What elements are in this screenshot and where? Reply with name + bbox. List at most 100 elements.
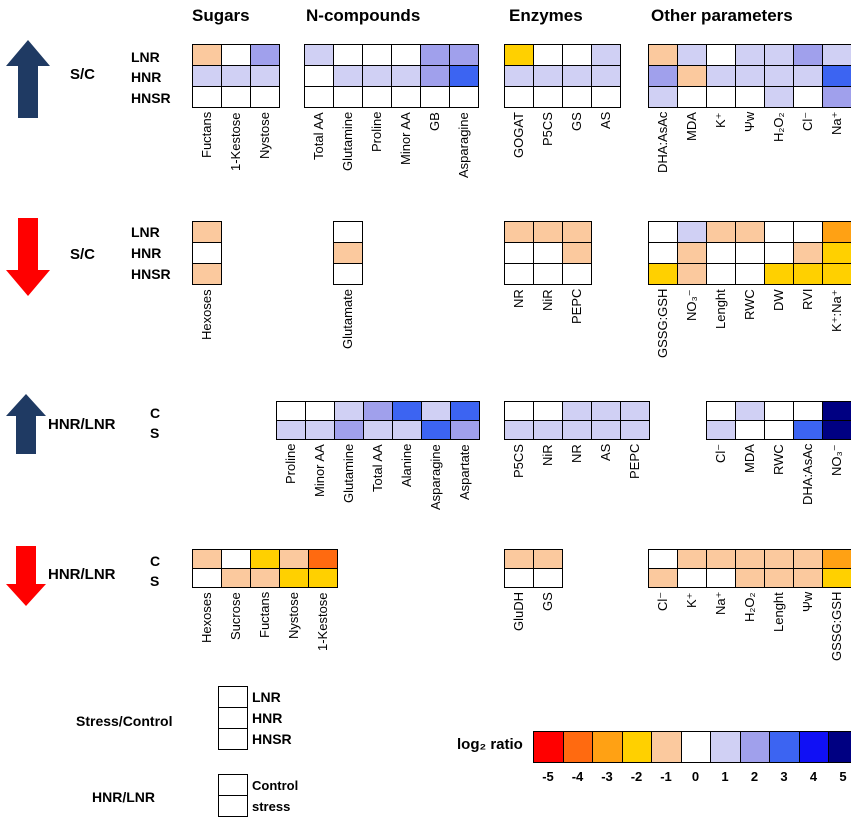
column-label: PEPC [627, 443, 642, 479]
heatmap-cell [591, 420, 621, 440]
heatmap-cell [822, 263, 851, 285]
legend-row-hnr: HNR [252, 710, 283, 726]
heatmap-cell [677, 86, 707, 108]
heatmap-cell [706, 65, 736, 87]
heatmap-cell [764, 242, 794, 264]
heatmap-cell [221, 44, 251, 66]
heatmap-cell [822, 568, 851, 588]
section-label-hnr-lnr: HNR/LNR [48, 566, 116, 583]
row-label-s: S [150, 425, 160, 441]
heatmap-cell [504, 65, 534, 87]
heatmap-cell [793, 549, 823, 569]
heatmap-cell [562, 65, 592, 87]
heatmap-cell [822, 65, 851, 87]
heatmap-cell [533, 568, 563, 588]
heatmap-cell [562, 86, 592, 108]
heatmap-cell [192, 242, 222, 264]
heatmap-cell [304, 44, 334, 66]
heatmap-cell [305, 420, 335, 440]
heatmap-cell [764, 420, 794, 440]
heatmap-cell [334, 420, 364, 440]
heatmap-cell [677, 65, 707, 87]
row-label-c: C [150, 553, 161, 569]
heatmap-cell [420, 44, 450, 66]
column-label: GOGAT [511, 112, 526, 158]
heatmap-cell [562, 420, 592, 440]
column-label: Na⁺ [713, 591, 728, 615]
heatmap-cell [304, 65, 334, 87]
heatmap-cell [620, 401, 650, 421]
column-label: Hexoses [199, 289, 214, 340]
heatmap-cell [391, 86, 421, 108]
column-label: Aspartate [457, 444, 472, 500]
column-label: NO₃⁻ [829, 444, 844, 476]
scale-tick-label: 5 [839, 769, 847, 784]
column-label: GluDH [511, 591, 526, 631]
heatmap-cell [793, 242, 823, 264]
heatmap-cell [362, 44, 392, 66]
heatmap-cell [192, 65, 222, 87]
heatmap-cell [735, 65, 765, 87]
column-label: K⁺ [713, 112, 728, 128]
heatmap-cell [677, 44, 707, 66]
heatmap-cell [221, 549, 251, 569]
legend-cell [218, 795, 248, 817]
heatmap-cell [793, 65, 823, 87]
heatmap-cell [793, 420, 823, 440]
scale-title: log₂ ratio [457, 736, 523, 753]
scale-swatch [710, 731, 741, 763]
column-label: Minor AA [398, 112, 413, 165]
column-label: RWC [742, 289, 757, 320]
column-label: MDA [742, 444, 757, 473]
heatmap-cell [793, 263, 823, 285]
heatmap-cell [706, 242, 736, 264]
heatmap-cell [449, 44, 479, 66]
heatmap-cell [276, 420, 306, 440]
heatmap-cell [735, 420, 765, 440]
column-label: 1-Kestose [315, 592, 330, 651]
scale-tick-label: -1 [660, 769, 672, 784]
column-label: Hexoses [199, 592, 214, 643]
heatmap-cell [793, 401, 823, 421]
heatmap-cell [362, 65, 392, 87]
heatmap-cell [562, 401, 592, 421]
heatmap-cell [333, 263, 363, 285]
legend-row-lnr: LNR [252, 689, 281, 705]
heatmap-cell [533, 86, 563, 108]
heatmap-cell [706, 549, 736, 569]
column-label: Glutamate [340, 289, 355, 349]
heatmap-cell [648, 86, 678, 108]
heatmap-cell [764, 86, 794, 108]
column-label: Lenght [771, 592, 786, 632]
heatmap-cell [706, 263, 736, 285]
heatmap-cell [192, 44, 222, 66]
scale-swatch [739, 731, 770, 763]
scale-tick-label: -4 [571, 769, 584, 784]
heatmap-cell [192, 221, 222, 243]
heatmap-cell [706, 44, 736, 66]
heatmap-cell [735, 549, 765, 569]
heatmap-cell [504, 568, 534, 588]
column-label: NO₃⁻ [684, 289, 699, 321]
heatmap-cell [764, 401, 794, 421]
column-label: P5CS [511, 444, 526, 478]
heatmap-cell [221, 86, 251, 108]
scale-swatch [592, 731, 623, 763]
heatmap-cell [648, 242, 678, 264]
heatmap-cell [392, 420, 422, 440]
column-label: NiR [540, 444, 555, 466]
column-label: Ψw [742, 111, 757, 132]
header-enzymes: Enzymes [509, 6, 583, 25]
scale-tick-label: -3 [601, 769, 613, 784]
column-label: Proline [283, 443, 298, 484]
column-label: Nystose [286, 592, 301, 639]
scale-swatch [562, 731, 593, 763]
heatmap-cell [764, 549, 794, 569]
row-label-s: S [150, 573, 160, 589]
heatmap-cell [333, 86, 363, 108]
column-label: K⁺ [684, 592, 699, 608]
scale-swatch [621, 731, 652, 763]
heatmap-cell [706, 420, 736, 440]
column-label: H₂O₂ [771, 112, 786, 142]
heatmap-cell [279, 568, 309, 588]
